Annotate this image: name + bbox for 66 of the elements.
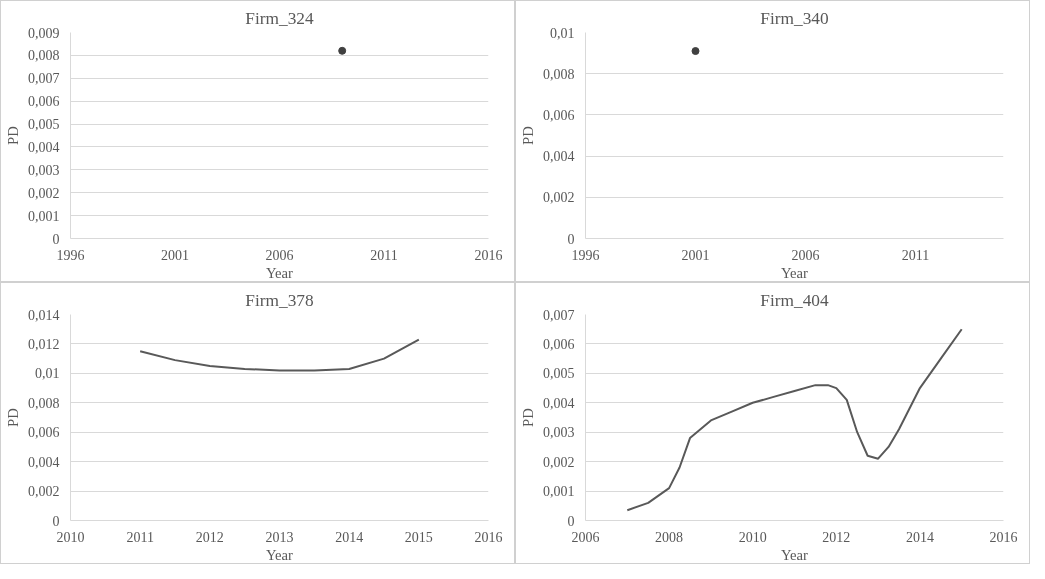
x-tick-label: 2012 xyxy=(195,529,224,545)
y-tick-label: 0 xyxy=(567,231,575,247)
y-tick-label: 0,003 xyxy=(28,162,60,178)
y-tick-label: 0,002 xyxy=(28,185,60,201)
x-axis-title: Year xyxy=(266,546,294,563)
chart-title: Firm_340 xyxy=(760,8,829,28)
y-tick-label: 0,008 xyxy=(543,66,575,82)
y-tick-label: 0,006 xyxy=(28,425,60,441)
x-tick-label: 2010 xyxy=(738,529,767,545)
y-tick-label: 0,006 xyxy=(543,336,575,352)
y-tick-label: 0,009 xyxy=(28,25,60,41)
y-tick-label: 0,008 xyxy=(28,395,60,411)
y-tick-label: 0,002 xyxy=(543,454,575,470)
chart-title: Firm_404 xyxy=(760,290,830,310)
x-tick-label: 2015 xyxy=(404,529,433,545)
y-tick-label: 0,007 xyxy=(543,307,575,323)
y-tick-label: 0,003 xyxy=(543,425,575,441)
y-tick-label: 0,01 xyxy=(550,25,575,41)
y-tick-label: 0,012 xyxy=(28,336,60,352)
y-tick-label: 0,008 xyxy=(28,48,60,64)
chart-title: Firm_378 xyxy=(245,290,314,310)
y-tick-label: 0,002 xyxy=(543,190,575,206)
y-tick-label: 0,007 xyxy=(28,71,60,87)
x-tick-label: 2006 xyxy=(571,529,600,545)
x-tick-label: 2006 xyxy=(265,247,294,263)
x-tick-label: 2008 xyxy=(655,529,684,545)
x-axis-title: Year xyxy=(781,546,809,563)
y-axis-title: PD xyxy=(5,408,21,427)
y-tick-label: 0,004 xyxy=(28,139,60,155)
x-tick-label: 2011 xyxy=(126,529,154,545)
x-tick-label: 2011 xyxy=(370,247,398,263)
y-tick-label: 0 xyxy=(567,513,575,529)
y-tick-label: 0,004 xyxy=(543,395,575,411)
y-tick-label: 0,006 xyxy=(28,94,60,110)
y-tick-label: 0,002 xyxy=(28,484,60,500)
x-tick-label: 1996 xyxy=(571,247,600,263)
y-tick-label: 0,014 xyxy=(28,307,60,323)
y-tick-label: 0 xyxy=(52,513,60,529)
x-tick-label: 2011 xyxy=(901,247,930,263)
y-tick-label: 0,006 xyxy=(543,107,575,123)
y-tick-label: 0,005 xyxy=(28,117,60,133)
y-tick-label: 0,004 xyxy=(543,149,575,165)
y-tick-label: 0,005 xyxy=(543,366,575,382)
y-tick-label: 0 xyxy=(52,231,60,247)
y-axis-title: PD xyxy=(520,126,536,145)
y-tick-label: 0,01 xyxy=(35,366,60,382)
y-tick-label: 0,001 xyxy=(28,208,60,224)
x-tick-label: 2014 xyxy=(905,529,934,545)
y-axis-title: PD xyxy=(520,408,536,427)
x-tick-label: 2016 xyxy=(474,247,503,263)
x-tick-label: 2001 xyxy=(161,247,189,263)
y-tick-label: 0,004 xyxy=(28,454,60,470)
x-axis-title: Year xyxy=(781,264,809,281)
chart-title: Firm_324 xyxy=(245,8,315,28)
y-tick-label: 0,001 xyxy=(543,484,575,500)
x-tick-label: 1996 xyxy=(56,247,85,263)
x-axis-title: Year xyxy=(266,264,294,281)
x-tick-label: 2013 xyxy=(265,529,294,545)
y-axis-title: PD xyxy=(5,126,21,145)
x-tick-label: 2016 xyxy=(474,529,503,545)
x-tick-label: 2010 xyxy=(56,529,85,545)
x-tick-label: 2012 xyxy=(822,529,851,545)
x-tick-label: 2014 xyxy=(335,529,364,545)
x-tick-label: 2006 xyxy=(791,247,820,263)
x-tick-label: 2001 xyxy=(681,247,710,263)
x-tick-label: 2016 xyxy=(989,529,1018,545)
